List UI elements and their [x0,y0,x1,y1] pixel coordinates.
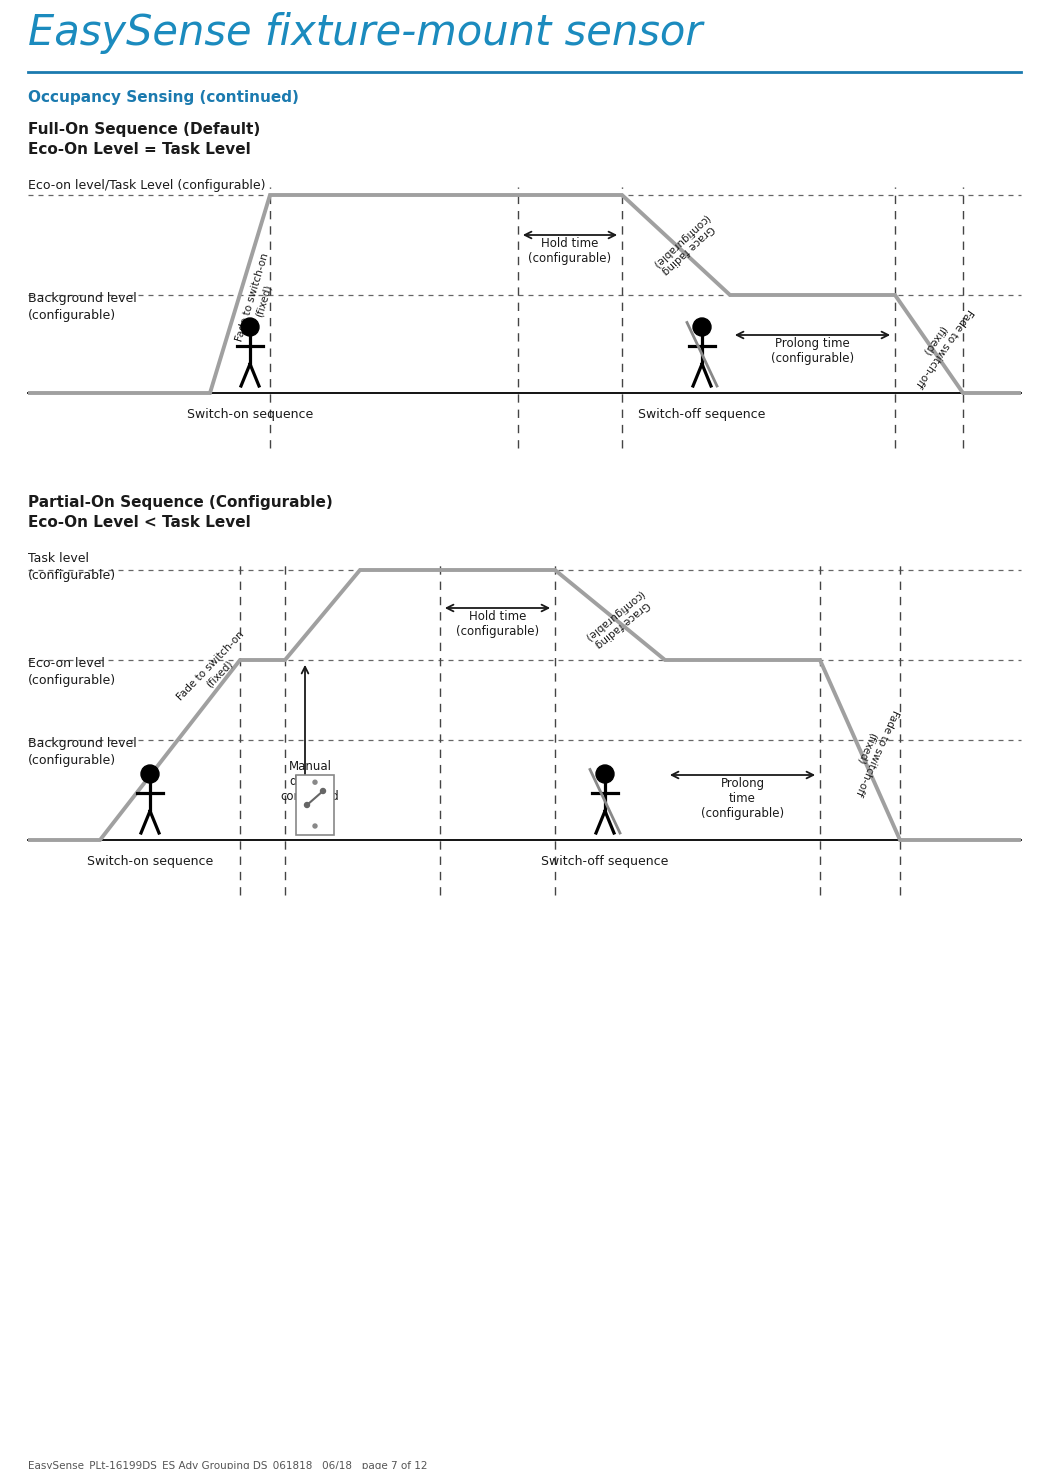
Circle shape [313,780,317,784]
Text: Background level: Background level [28,737,136,751]
Text: Switch-on sequence: Switch-on sequence [187,408,313,422]
Text: (configurable): (configurable) [28,569,116,582]
Text: Fade to switch-off
(fixed): Fade to switch-off (fixed) [843,704,901,796]
Text: Hold time
(configurable): Hold time (configurable) [456,610,539,638]
Text: (configurable): (configurable) [28,674,116,687]
Text: Prolong
time
(configurable): Prolong time (configurable) [701,777,784,820]
Circle shape [313,824,317,829]
Circle shape [596,765,614,783]
Text: Prolong time
(configurable): Prolong time (configurable) [771,336,854,364]
Text: Eco-On Level = Task Level: Eco-On Level = Task Level [28,142,251,157]
Text: Eco-On Level < Task Level: Eco-On Level < Task Level [28,516,251,530]
Text: Eco-on level/Task Level (configurable): Eco-on level/Task Level (configurable) [28,179,265,192]
Text: Eco-on level: Eco-on level [28,657,105,670]
Text: (configurable): (configurable) [28,754,116,767]
Circle shape [241,317,259,336]
Circle shape [693,317,711,336]
Text: Task level: Task level [28,552,89,566]
Text: Hold time
(configurable): Hold time (configurable) [529,237,612,264]
Circle shape [141,765,159,783]
Circle shape [321,789,325,793]
FancyBboxPatch shape [296,776,334,834]
Text: Switch-off sequence: Switch-off sequence [638,408,766,422]
Text: EasySense_PLt-16199DS_ES Adv Grouping DS_061818   06/18   page 7 of 12: EasySense_PLt-16199DS_ES Adv Grouping DS… [28,1460,428,1469]
Text: Partial-On Sequence (Configurable): Partial-On Sequence (Configurable) [28,495,333,510]
Text: Fade to switch-off
(fixed): Fade to switch-off (fixed) [904,300,975,388]
Text: Grace fading
(configurable): Grace fading (configurable) [649,212,719,278]
Text: Fade to switch-on
(fixed): Fade to switch-on (fixed) [175,629,255,711]
Text: Switch-on sequence: Switch-on sequence [87,855,213,868]
Text: Occupancy Sensing (continued): Occupancy Sensing (continued) [28,90,299,104]
Text: Switch-off sequence: Switch-off sequence [541,855,668,868]
Text: Background level: Background level [28,292,136,306]
Text: Grace fading
(configurable): Grace fading (configurable) [582,589,654,652]
Text: Manual
dim-up
command: Manual dim-up command [281,759,340,804]
Text: (configurable): (configurable) [28,308,116,322]
Circle shape [304,802,309,808]
Text: EasySense fixture-mount sensor: EasySense fixture-mount sensor [28,12,703,54]
Text: Full-On Sequence (Default): Full-On Sequence (Default) [28,122,260,137]
Text: Fade to switch-on
(fixed): Fade to switch-on (fixed) [234,253,281,347]
